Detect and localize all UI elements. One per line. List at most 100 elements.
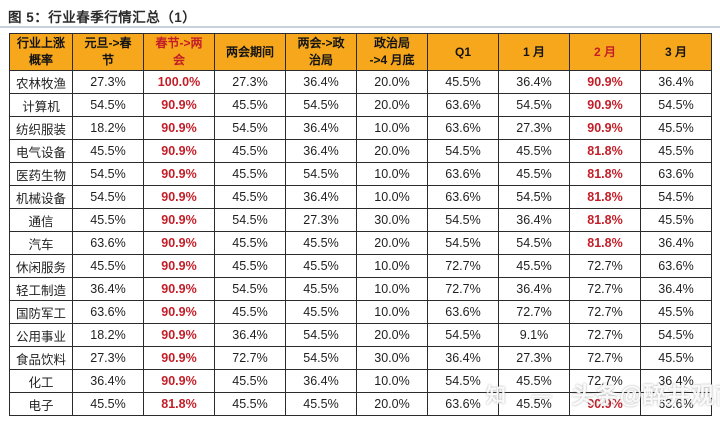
- row-label: 机械设备: [9, 185, 73, 209]
- value-cell: 20.0%: [356, 93, 428, 117]
- value-cell: 90.9%: [143, 369, 215, 393]
- value-cell: 81.8%: [569, 162, 641, 186]
- value-cell: 30.0%: [356, 346, 428, 370]
- value-cell: 90.9%: [143, 93, 215, 117]
- value-cell: 20.0%: [356, 231, 428, 255]
- value-cell: 100.0%: [143, 70, 215, 94]
- value-cell: 63.6%: [427, 392, 499, 416]
- value-cell: 63.6%: [640, 392, 712, 416]
- row-label: 食品饮料: [9, 346, 73, 370]
- value-cell: 45.5%: [214, 392, 286, 416]
- table-row: 电子 45.5% 81.8% 45.5% 45.5% 20.0% 63.6% 45.5% 90.…: [9, 392, 712, 416]
- value-cell: 72.7%: [569, 300, 641, 324]
- value-cell: 27.3%: [498, 346, 570, 370]
- value-cell: 72.7%: [427, 254, 499, 278]
- column-header: 两会期间: [214, 33, 286, 71]
- value-cell: 72.7%: [569, 369, 641, 393]
- value-cell: 72.7%: [498, 300, 570, 324]
- column-header: 3 月: [640, 33, 712, 71]
- value-cell: 36.4%: [640, 70, 712, 94]
- value-cell: 45.5%: [640, 139, 712, 163]
- value-cell: 54.5%: [640, 323, 712, 347]
- value-cell: 45.5%: [214, 369, 286, 393]
- table-row: 食品饮料 27.3% 90.9% 72.7% 54.5% 30.0% 36.4% 27.3% 7…: [9, 346, 712, 370]
- value-cell: 72.7%: [427, 277, 499, 301]
- value-cell: 45.5%: [214, 139, 286, 163]
- value-cell: 90.9%: [143, 116, 215, 140]
- value-cell: 54.5%: [285, 346, 357, 370]
- row-label: 医药生物: [9, 162, 73, 186]
- row-label: 休闲服务: [9, 254, 73, 278]
- value-cell: 45.5%: [285, 231, 357, 255]
- table-row: 轻工制造 36.4% 90.9% 54.5% 45.5% 10.0% 72.7% 36.4% 7…: [9, 277, 712, 301]
- value-cell: 63.6%: [72, 231, 144, 255]
- value-cell: 45.5%: [214, 162, 286, 186]
- value-cell: 36.4%: [498, 277, 570, 301]
- value-cell: 30.0%: [356, 208, 428, 232]
- value-cell: 90.9%: [143, 208, 215, 232]
- value-cell: 90.9%: [569, 70, 641, 94]
- value-cell: 45.5%: [285, 277, 357, 301]
- value-cell: 81.8%: [569, 208, 641, 232]
- value-cell: 63.6%: [427, 116, 499, 140]
- value-cell: 36.4%: [640, 231, 712, 255]
- value-cell: 10.0%: [356, 116, 428, 140]
- table-row: 休闲服务 45.5% 90.9% 45.5% 45.5% 10.0% 72.7% 45.5% 7…: [9, 254, 712, 278]
- value-cell: 54.5%: [72, 185, 144, 209]
- value-cell: 54.5%: [640, 93, 712, 117]
- value-cell: 36.4%: [72, 277, 144, 301]
- column-header: Q1: [427, 33, 499, 71]
- value-cell: 54.5%: [640, 185, 712, 209]
- value-cell: 54.5%: [498, 231, 570, 255]
- value-cell: 72.7%: [569, 323, 641, 347]
- value-cell: 90.9%: [143, 277, 215, 301]
- row-label: 国防军工: [9, 300, 73, 324]
- industry-probability-table: 行业上涨 概率 元旦->春 节春节->两 会两会期间 两会->政 治局 政治局 ->4…: [9, 33, 712, 416]
- value-cell: 54.5%: [72, 93, 144, 117]
- value-cell: 63.6%: [427, 93, 499, 117]
- value-cell: 36.4%: [214, 323, 286, 347]
- value-cell: 81.8%: [143, 392, 215, 416]
- row-label: 纺织服装: [9, 116, 73, 140]
- value-cell: 63.6%: [427, 300, 499, 324]
- row-label: 电子: [9, 392, 73, 416]
- value-cell: 45.5%: [214, 231, 286, 255]
- value-cell: 45.5%: [285, 392, 357, 416]
- row-label: 公用事业: [9, 323, 73, 347]
- value-cell: 54.5%: [285, 323, 357, 347]
- value-cell: 45.5%: [285, 254, 357, 278]
- value-cell: 9.1%: [498, 323, 570, 347]
- column-header: 行业上涨 概率: [9, 33, 73, 71]
- value-cell: 54.5%: [285, 162, 357, 186]
- value-cell: 18.2%: [72, 116, 144, 140]
- value-cell: 45.5%: [498, 392, 570, 416]
- value-cell: 72.7%: [569, 346, 641, 370]
- value-cell: 54.5%: [427, 208, 499, 232]
- table-row: 汽车 63.6% 90.9% 45.5% 45.5% 20.0% 54.5% 54.5% 81.…: [9, 231, 712, 255]
- value-cell: 27.3%: [72, 346, 144, 370]
- value-cell: 54.5%: [214, 277, 286, 301]
- column-header: 两会->政 治局: [285, 33, 357, 71]
- value-cell: 45.5%: [285, 300, 357, 324]
- value-cell: 20.0%: [356, 139, 428, 163]
- value-cell: 72.7%: [569, 254, 641, 278]
- table-row: 电气设备 45.5% 90.9% 45.5% 36.4% 20.0% 54.5% 45.5% 8…: [9, 139, 712, 163]
- column-header: 元旦->春 节: [72, 33, 144, 71]
- value-cell: 45.5%: [640, 208, 712, 232]
- value-cell: 54.5%: [72, 162, 144, 186]
- value-cell: 10.0%: [356, 369, 428, 393]
- value-cell: 90.9%: [143, 323, 215, 347]
- table-row: 化工 36.4% 90.9% 45.5% 36.4% 10.0% 54.5% 45.5% 72.…: [9, 369, 712, 393]
- value-cell: 45.5%: [214, 93, 286, 117]
- value-cell: 90.9%: [143, 139, 215, 163]
- table-row: 纺织服装 18.2% 90.9% 54.5% 36.4% 10.0% 63.6% 27.3% 9…: [9, 116, 712, 140]
- value-cell: 36.4%: [285, 139, 357, 163]
- value-cell: 54.5%: [214, 208, 286, 232]
- row-label: 轻工制造: [9, 277, 73, 301]
- value-cell: 10.0%: [356, 162, 428, 186]
- value-cell: 36.4%: [285, 185, 357, 209]
- value-cell: 36.4%: [285, 369, 357, 393]
- column-header: 政治局 ->4 月底: [356, 33, 428, 71]
- value-cell: 72.7%: [214, 346, 286, 370]
- value-cell: 90.9%: [569, 392, 641, 416]
